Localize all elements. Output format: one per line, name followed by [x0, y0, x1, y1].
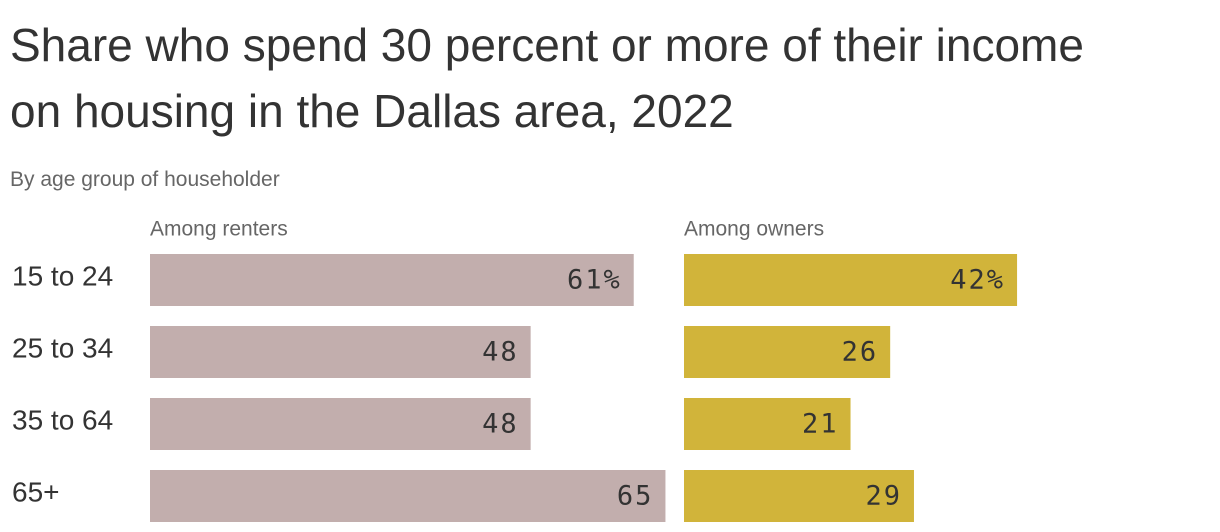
value-label: 29	[865, 481, 902, 512]
bar	[150, 470, 666, 522]
bar	[150, 254, 634, 306]
value-label: 42%	[950, 265, 1005, 296]
panel-header: Among owners	[684, 218, 824, 241]
value-label: 26	[842, 337, 879, 368]
chart-subtitle: By age group of householder	[10, 168, 280, 191]
value-label: 48	[482, 337, 519, 368]
category-label: 25 to 34	[12, 332, 113, 363]
bar	[150, 326, 531, 378]
value-label: 48	[482, 409, 519, 440]
bar	[684, 398, 851, 450]
category-label: 15 to 24	[12, 260, 113, 291]
chart-title: Share who spend 30 percent or more of th…	[10, 19, 1084, 137]
value-label: 65	[617, 481, 654, 512]
category-label: 65+	[12, 476, 60, 507]
value-label: 61%	[567, 265, 622, 296]
panel-header: Among renters	[150, 218, 288, 241]
value-label: 21	[802, 409, 839, 440]
bar	[684, 326, 891, 378]
bar	[684, 470, 914, 522]
bar	[684, 254, 1018, 306]
bar	[150, 398, 531, 450]
category-label: 35 to 64	[12, 404, 113, 435]
